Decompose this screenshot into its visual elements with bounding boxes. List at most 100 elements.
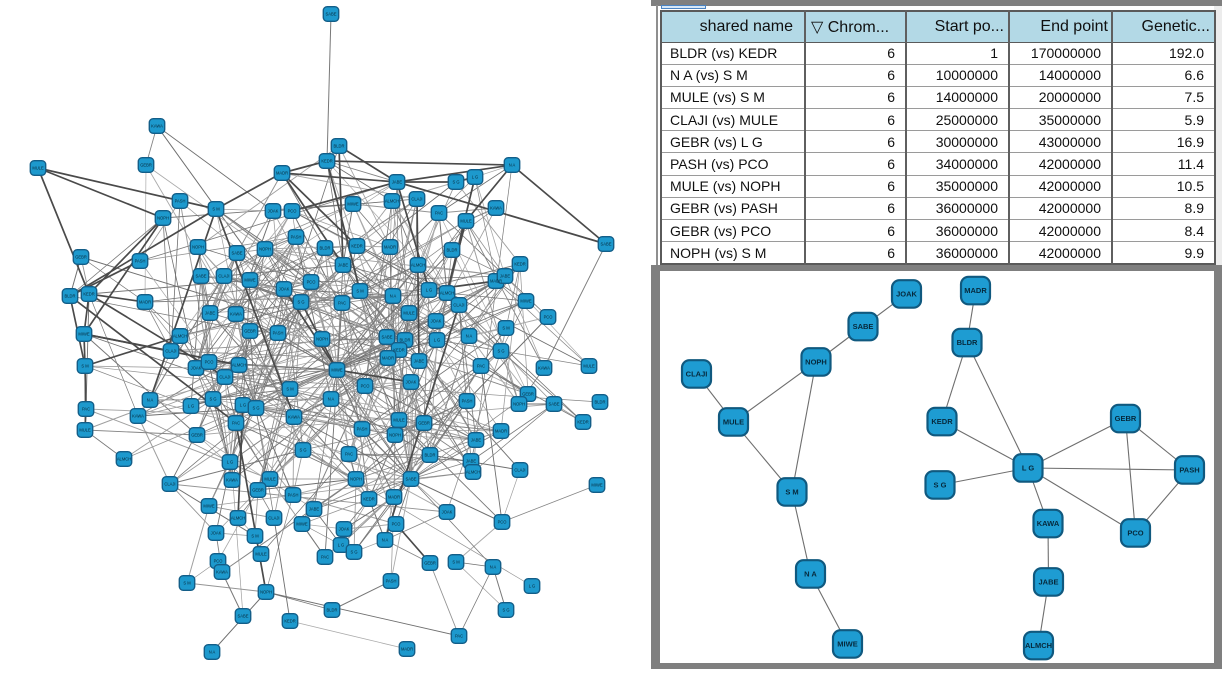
svg-text:PASH: PASH [135, 258, 146, 263]
svg-text:L G: L G [1022, 464, 1035, 473]
svg-text:SABE: SABE [326, 11, 337, 16]
svg-text:JABE: JABE [338, 262, 349, 267]
svg-text:JABE: JABE [414, 358, 425, 363]
svg-text:NOPH: NOPH [513, 401, 525, 406]
svg-text:MADR: MADR [382, 355, 394, 360]
svg-text:MADR: MADR [490, 278, 502, 283]
svg-text:S M: S M [502, 325, 510, 330]
svg-text:N A: N A [509, 162, 516, 167]
svg-text:MIWE: MIWE [591, 482, 602, 487]
svg-text:KEDR: KEDR [931, 417, 953, 426]
svg-text:CLAJI: CLAJI [164, 481, 175, 486]
svg-text:KAWA: KAWA [538, 365, 550, 370]
svg-text:N A: N A [390, 293, 397, 298]
svg-text:PCO: PCO [307, 279, 316, 284]
svg-text:NOPH: NOPH [350, 476, 362, 481]
svg-text:JOAK: JOAK [191, 365, 202, 370]
svg-text:JABE: JABE [392, 179, 403, 184]
svg-text:KEDR: KEDR [284, 618, 295, 623]
svg-text:GEBR: GEBR [140, 162, 152, 167]
svg-text:S G: S G [497, 348, 504, 353]
svg-text:PASH: PASH [386, 578, 397, 583]
svg-text:NOPH: NOPH [259, 246, 271, 251]
svg-text:KAWA: KAWA [226, 477, 238, 482]
svg-text:SABE: SABE [238, 613, 249, 618]
svg-text:NOPH: NOPH [805, 358, 827, 367]
svg-text:KEDR: KEDR [83, 291, 94, 296]
svg-text:N A: N A [209, 649, 216, 654]
svg-text:JOAK: JOAK [406, 379, 417, 384]
svg-text:L G: L G [529, 583, 535, 588]
svg-text:S G: S G [297, 299, 304, 304]
svg-text:L G: L G [472, 174, 478, 179]
svg-text:NOPH: NOPH [389, 432, 401, 437]
svg-text:GEBR: GEBR [252, 487, 264, 492]
svg-text:MADR: MADR [964, 286, 987, 295]
svg-text:BLDR: BLDR [595, 399, 606, 404]
svg-text:BLDR: BLDR [334, 143, 345, 148]
svg-text:GEBR: GEBR [522, 391, 534, 396]
svg-text:GEBR: GEBR [191, 432, 203, 437]
svg-text:S G: S G [934, 481, 947, 490]
svg-text:SABE: SABE [549, 401, 560, 406]
svg-text:ALMCH: ALMCH [231, 515, 245, 520]
svg-text:PCO: PCO [214, 558, 223, 563]
svg-text:GEBR: GEBR [75, 254, 87, 259]
svg-text:PASH: PASH [462, 398, 473, 403]
svg-text:ALMCH: ALMCH [232, 362, 246, 367]
svg-text:PAC: PAC [338, 300, 346, 305]
svg-text:CLAJI: CLAJI [411, 196, 422, 201]
svg-text:MULE: MULE [393, 417, 405, 422]
svg-text:S M: S M [286, 386, 294, 391]
svg-text:N A: N A [382, 537, 389, 542]
svg-text:PASH: PASH [357, 426, 368, 431]
svg-text:JABE: JABE [500, 273, 511, 278]
svg-text:BLDR: BLDR [327, 607, 338, 612]
svg-text:S G: S G [299, 447, 306, 452]
svg-text:L G: L G [188, 403, 194, 408]
svg-text:MULE: MULE [723, 418, 744, 427]
svg-text:S G: S G [209, 396, 216, 401]
svg-text:KAWA: KAWA [1037, 519, 1060, 528]
svg-text:MADR: MADR [495, 428, 507, 433]
svg-text:KAWA: KAWA [151, 123, 163, 128]
svg-text:MADR: MADR [276, 170, 288, 175]
svg-text:L G: L G [434, 337, 440, 342]
svg-text:NOPH: NOPH [192, 244, 204, 249]
svg-text:PAC: PAC [82, 406, 90, 411]
svg-text:ALMCH: ALMCH [1025, 641, 1052, 650]
svg-text:CLAJI: CLAJI [218, 273, 229, 278]
svg-text:PCO: PCO [1127, 529, 1143, 538]
svg-text:JOAK: JOAK [211, 530, 222, 535]
svg-text:SABE: SABE [382, 334, 393, 339]
svg-text:PASH: PASH [273, 330, 284, 335]
svg-text:KEDR: KEDR [514, 261, 525, 266]
svg-text:MIWE: MIWE [244, 277, 255, 282]
svg-text:PASH: PASH [1179, 466, 1199, 475]
svg-text:JABE: JABE [309, 506, 320, 511]
svg-text:KAWA: KAWA [132, 413, 144, 418]
svg-text:S G: S G [452, 179, 459, 184]
svg-text:ALMCH: ALMCH [173, 333, 187, 338]
svg-text:SABE: SABE [406, 476, 417, 481]
svg-text:PCO: PCO [361, 383, 370, 388]
svg-text:PCO: PCO [205, 359, 214, 364]
svg-text:JOAK: JOAK [268, 208, 279, 213]
svg-text:PAC: PAC [477, 363, 485, 368]
svg-text:L G: L G [240, 402, 246, 407]
svg-text:MIWE: MIWE [78, 331, 89, 336]
svg-text:MADR: MADR [139, 299, 151, 304]
svg-text:BLDR: BLDR [320, 245, 331, 250]
svg-text:S M: S M [356, 288, 364, 293]
svg-text:CLAJI: CLAJI [165, 348, 176, 353]
svg-text:CLAJI: CLAJI [514, 467, 525, 472]
svg-text:SABE: SABE [196, 273, 207, 278]
svg-text:NOPH: NOPH [260, 589, 272, 594]
svg-text:S G: S G [350, 549, 357, 554]
svg-text:MIWE: MIWE [347, 201, 358, 206]
svg-text:ALMCH: ALMCH [466, 469, 480, 474]
svg-text:PAC: PAC [321, 554, 329, 559]
svg-text:MIWE: MIWE [331, 367, 342, 372]
svg-text:GEBR: GEBR [244, 328, 256, 333]
svg-text:KEDR: KEDR [577, 419, 588, 424]
